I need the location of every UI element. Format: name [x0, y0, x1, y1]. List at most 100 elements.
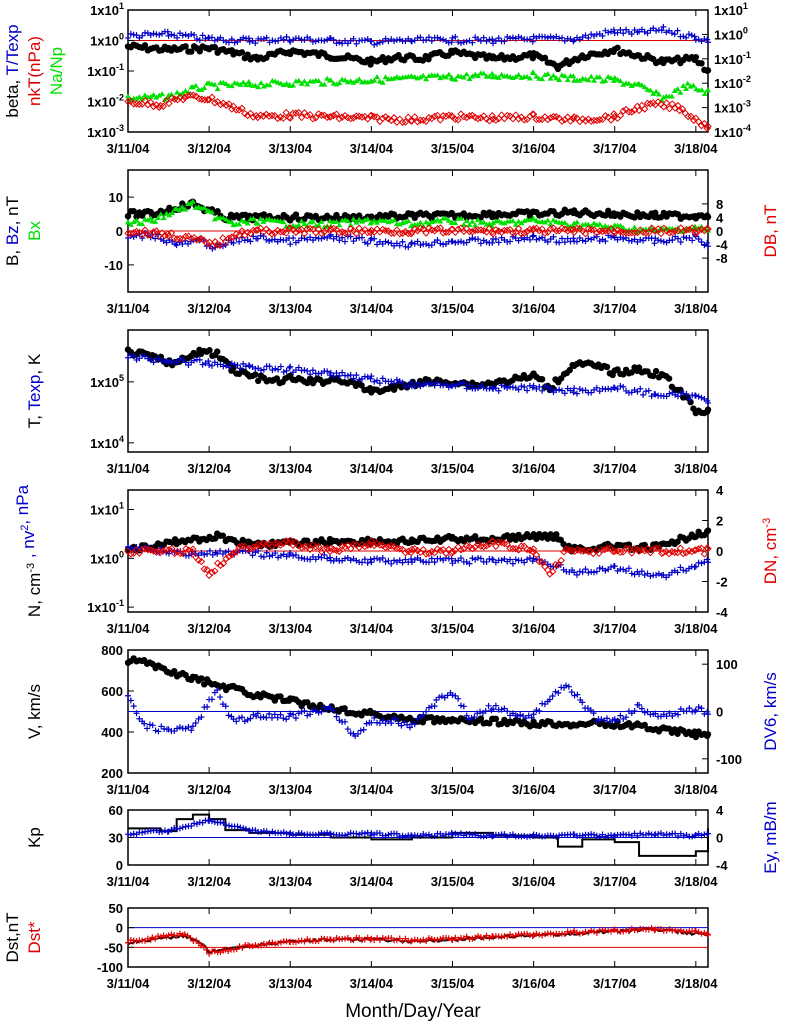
- data-point: [428, 936, 435, 943]
- data-point: [705, 931, 711, 938]
- data-point: [236, 238, 243, 245]
- data-point: [647, 573, 654, 580]
- data-point: [570, 547, 579, 556]
- y-tick-label: 0: [116, 921, 123, 936]
- data-point: [692, 708, 699, 715]
- data-point: [401, 548, 410, 557]
- data-point: [254, 220, 261, 226]
- data-point: [402, 833, 409, 840]
- data-point: [312, 831, 319, 838]
- data-point: [150, 30, 157, 37]
- x-tick-label: 3/18/04: [674, 976, 718, 991]
- data-point: [645, 228, 653, 237]
- data-point: [315, 222, 322, 228]
- data-point: [488, 537, 496, 546]
- data-point: [695, 559, 702, 566]
- data-point: [341, 705, 348, 712]
- data-point: [260, 714, 267, 721]
- data-point: [220, 363, 227, 370]
- data-point: [414, 238, 421, 245]
- data-point: [694, 226, 703, 235]
- x-tick-label: 3/11/04: [107, 141, 150, 156]
- data-point: [282, 229, 290, 237]
- data-point: [205, 238, 214, 246]
- data-point: [468, 544, 477, 553]
- data-point: [347, 371, 354, 378]
- data-point: [475, 73, 482, 79]
- data-point: [530, 711, 537, 718]
- data-point: [641, 709, 648, 716]
- data-point: [439, 229, 447, 237]
- data-point: [469, 39, 476, 46]
- data-point: [142, 92, 149, 98]
- data-point: [697, 121, 706, 130]
- data-point: [125, 692, 131, 699]
- data-point: [211, 819, 218, 826]
- data-point: [238, 227, 246, 235]
- data-point: [246, 38, 253, 45]
- data-point: [307, 36, 314, 43]
- data-point: [333, 40, 340, 47]
- data-point: [614, 29, 621, 36]
- data-point: [336, 39, 343, 46]
- series-red: [124, 91, 712, 132]
- data-point: [475, 932, 482, 939]
- data-point: [655, 237, 662, 244]
- data-point: [460, 703, 467, 710]
- data-point: [544, 70, 551, 76]
- data-point: [579, 237, 586, 244]
- series-black: [124, 655, 712, 741]
- data-point: [477, 934, 484, 941]
- data-point: [277, 939, 284, 946]
- data-point: [485, 702, 492, 709]
- data-point: [307, 234, 314, 241]
- data-point: [641, 571, 648, 578]
- data-point: [503, 226, 511, 235]
- data-point: [591, 234, 598, 241]
- data-point: [333, 218, 340, 224]
- data-point: [690, 82, 697, 88]
- data-point: [447, 549, 456, 558]
- data-point: [558, 117, 566, 125]
- data-point: [135, 100, 144, 109]
- y2-tick-label: 4: [716, 483, 724, 498]
- data-point: [512, 221, 519, 227]
- data-point: [321, 551, 328, 558]
- data-point: [604, 715, 611, 722]
- data-point: [457, 555, 464, 562]
- data-point: [599, 32, 606, 39]
- panel-p7: -100 -50 0 50 3/11/04 3/12/04 3/13/04 3/14/04 3/…: [3, 901, 718, 991]
- x-tick-label: 3/12/04: [187, 301, 231, 316]
- data-point: [174, 34, 181, 41]
- series-blue: [125, 817, 711, 840]
- data-point: [680, 234, 687, 241]
- data-point: [463, 217, 470, 223]
- y2-tick-label: 0: [716, 224, 723, 239]
- x-tick-label: 3/14/04: [350, 874, 394, 889]
- data-point: [290, 831, 297, 838]
- data-point: [605, 385, 612, 392]
- data-point: [260, 553, 267, 560]
- data-point: [243, 545, 252, 554]
- data-point: [330, 373, 337, 380]
- data-point: [159, 91, 166, 97]
- data-point: [617, 222, 624, 228]
- data-point: [425, 935, 432, 942]
- data-point: [674, 711, 681, 718]
- data-point: [254, 710, 261, 717]
- data-point: [530, 555, 537, 562]
- data-point: [225, 100, 233, 108]
- series-red: [124, 536, 712, 580]
- x-tick-label: 3/16/04: [512, 301, 556, 316]
- data-point: [335, 547, 344, 556]
- data-point: [181, 93, 189, 102]
- data-point: [529, 110, 538, 119]
- data-point: [138, 231, 146, 239]
- data-point: [605, 927, 612, 934]
- y-axis-label: Dst,nT: [3, 912, 22, 962]
- data-point: [598, 716, 605, 723]
- data-point: [671, 104, 679, 112]
- data-point: [501, 220, 508, 226]
- data-point: [304, 936, 311, 943]
